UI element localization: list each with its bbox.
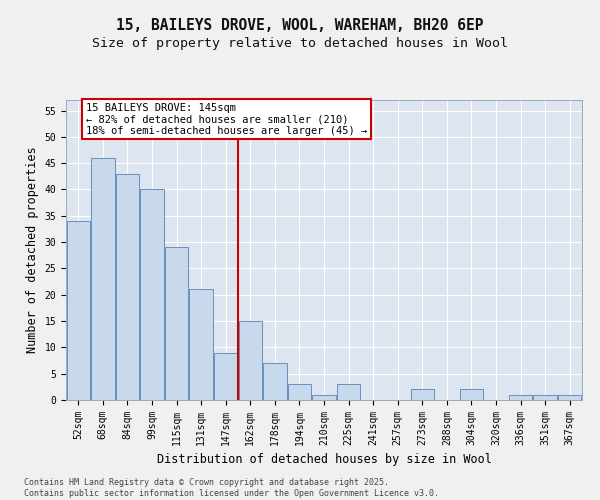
Bar [558, 394, 581, 400]
Y-axis label: Number of detached properties: Number of detached properties [26, 146, 39, 354]
Bar [91, 158, 115, 400]
Bar [509, 394, 532, 400]
Bar [288, 384, 311, 400]
Text: Size of property relative to detached houses in Wool: Size of property relative to detached ho… [92, 38, 508, 51]
Text: Contains HM Land Registry data © Crown copyright and database right 2025.
Contai: Contains HM Land Registry data © Crown c… [24, 478, 439, 498]
Bar [410, 390, 434, 400]
X-axis label: Distribution of detached houses by size in Wool: Distribution of detached houses by size … [157, 454, 491, 466]
Bar [533, 394, 557, 400]
Bar [239, 321, 262, 400]
Bar [67, 221, 90, 400]
Text: 15, BAILEYS DROVE, WOOL, WAREHAM, BH20 6EP: 15, BAILEYS DROVE, WOOL, WAREHAM, BH20 6… [116, 18, 484, 32]
Bar [140, 190, 164, 400]
Bar [116, 174, 139, 400]
Text: 15 BAILEYS DROVE: 145sqm
← 82% of detached houses are smaller (210)
18% of semi-: 15 BAILEYS DROVE: 145sqm ← 82% of detach… [86, 102, 367, 136]
Bar [190, 290, 213, 400]
Bar [313, 394, 335, 400]
Bar [460, 390, 483, 400]
Bar [165, 248, 188, 400]
Bar [263, 363, 287, 400]
Bar [214, 352, 238, 400]
Bar [337, 384, 360, 400]
